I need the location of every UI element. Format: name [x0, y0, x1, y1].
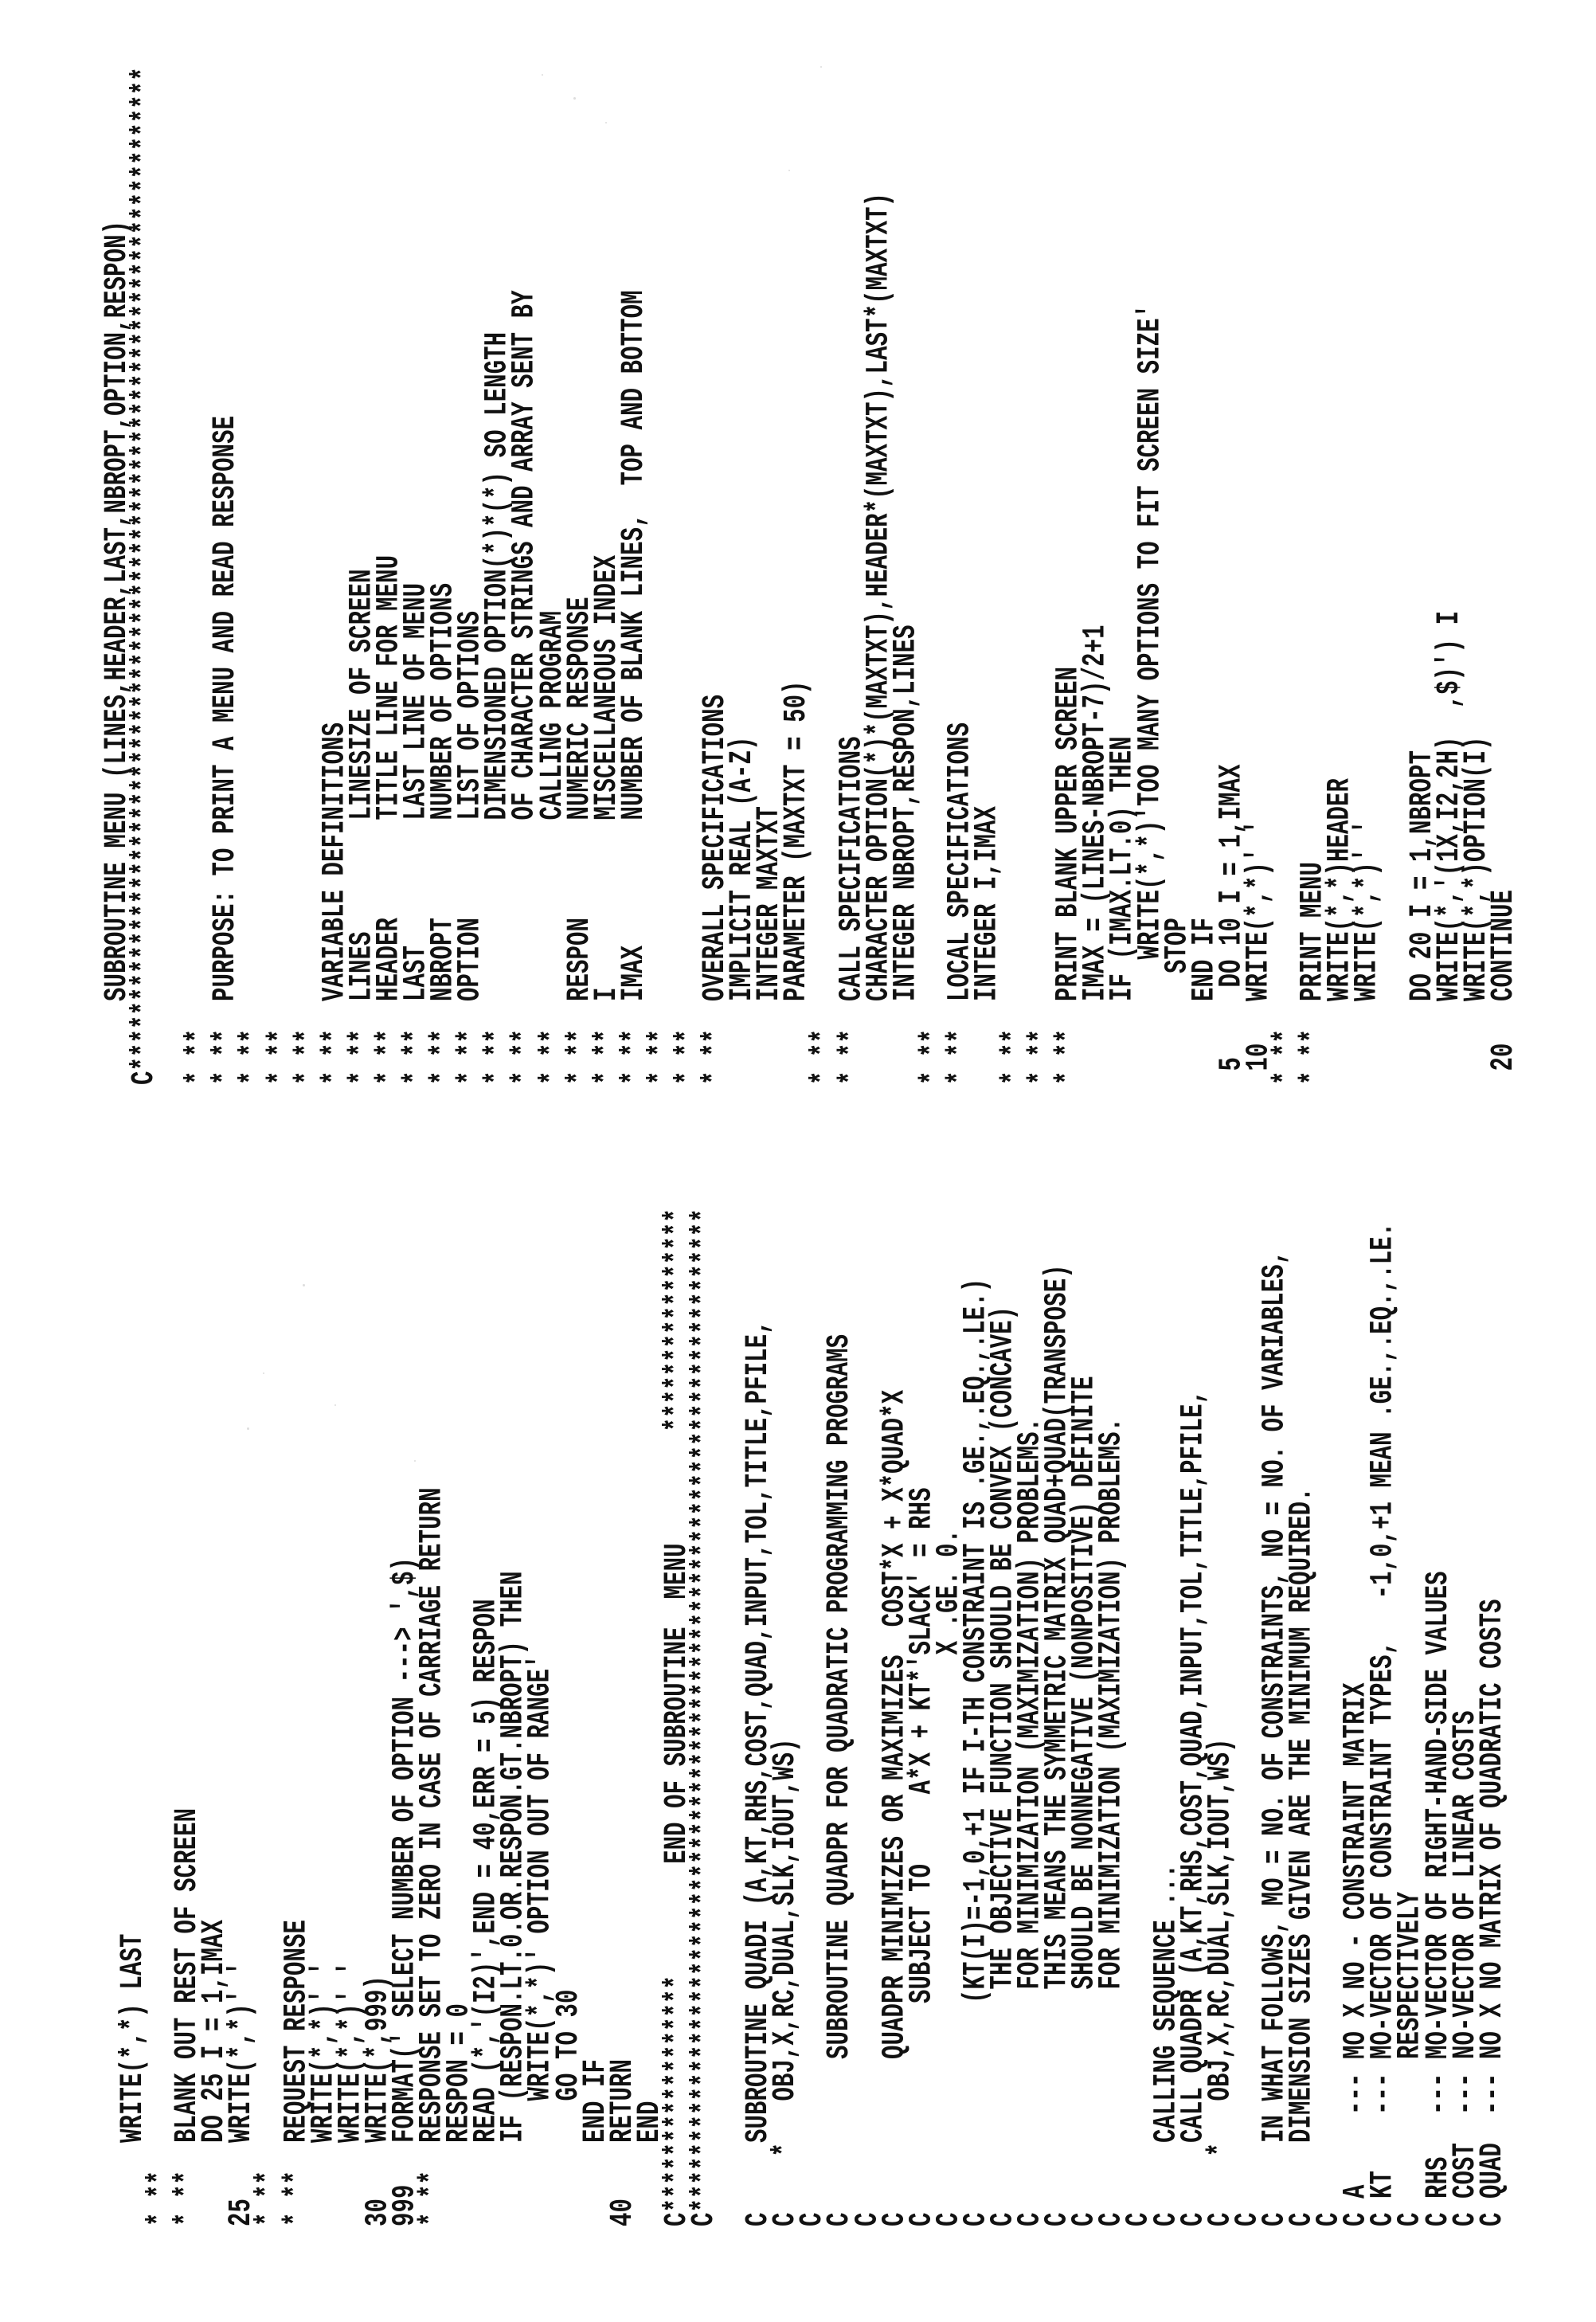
scan-speck [414, 1460, 416, 1462]
code-line: * ** PURPOSE: TO PRINT A MENU AND READ R… [213, 67, 240, 1085]
scan-speck [605, 122, 607, 123]
code-line: WRITE(*,*) LAST [119, 1208, 147, 2226]
code-line: * ** [267, 67, 294, 1085]
scan-speck [334, 1404, 336, 1406]
code-line: 40 RETURN [608, 1208, 636, 2226]
code-line: C QUAD --- NO X NO MATRIX OF QUADRATIC C… [1478, 1208, 1505, 2226]
scan-speck [470, 738, 472, 741]
listing-column-left: WRITE(*,*) LAST* *** ** BLANK OUT REST O… [119, 1208, 1506, 2226]
code-line: PARAMETER (MAXTXT = 50) [783, 67, 810, 1085]
scan-speck [788, 170, 790, 171]
scan-speck [573, 97, 576, 100]
listing-column-right: SUBROUTINE MENU (LINES,HEADER,LAST,NBROP… [104, 67, 1517, 1085]
code-line: C * OBJ,X,RC,DUAL,SLK,IOUT,WS) [772, 1208, 799, 2226]
scan-speck [263, 1372, 264, 1374]
scan-speck [247, 1427, 249, 1430]
rotated-listing-page: WRITE(*,*) LAST* *** ** BLANK OUT REST O… [0, 0, 1596, 2322]
code-line: WRITE(*,*)' ' [1354, 67, 1381, 1085]
code-line: C***************************************… [690, 1208, 718, 2226]
code-line: * ** IMAX NUMBER OF BLANK LINES, TOP AND… [620, 67, 647, 1085]
code-line: * ** [240, 67, 267, 1085]
code-line: C FOR MINIMIZATION (MAXIMIZATION) PROBLE… [1098, 1208, 1125, 2226]
scan-speck [820, 66, 822, 68]
code-line: 10 WRITE(*,*)' ' [1245, 67, 1272, 1085]
scan-speck [542, 74, 543, 76]
code-line: 25 WRITE(*,*)' ' [229, 1208, 256, 2226]
code-line: C***************************************… [131, 67, 158, 1085]
code-line: INTEGER I,IMAX [973, 67, 1000, 1085]
code-line: 20 CONTINUE [1490, 67, 1517, 1085]
scan-speck [303, 1284, 305, 1286]
code-line: C SUBROUTINE QUADPR FOR QUADRATIC PROGRA… [826, 1208, 853, 2226]
